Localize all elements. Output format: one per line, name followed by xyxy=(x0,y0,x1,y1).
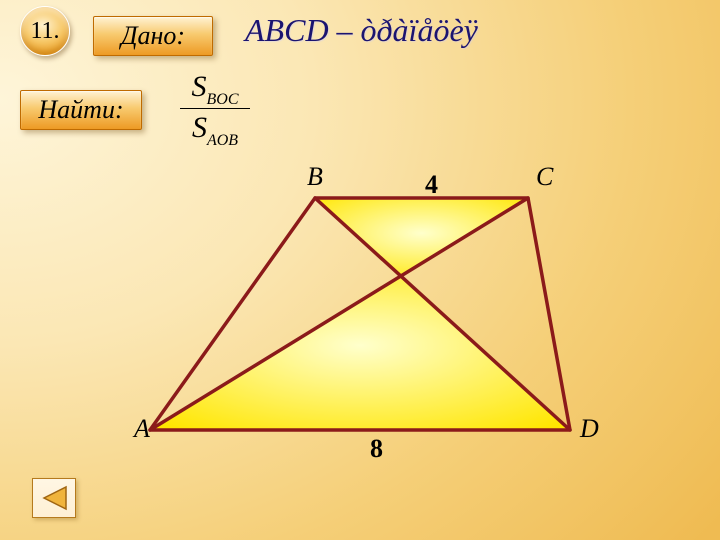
find-label-box: Найти: xyxy=(20,90,142,130)
given-label-text: Дано: xyxy=(121,21,185,51)
fraction-bar xyxy=(180,108,250,109)
find-label-text: Найти: xyxy=(38,95,123,125)
fraction-denominator: SAOB xyxy=(180,113,250,145)
trapezoid-diagram: ABCD48 xyxy=(140,180,610,485)
problem-number-badge: 11. xyxy=(20,6,70,56)
given-label-box: Дано: xyxy=(93,16,213,56)
find-fraction: SBOC SAOB xyxy=(180,72,250,145)
statement-figure: ABCD xyxy=(245,12,329,48)
vertex-label-D: D xyxy=(580,414,599,444)
numerator-letter: S xyxy=(192,70,207,103)
numerator-sub: BOC xyxy=(207,91,239,108)
back-arrow-icon xyxy=(40,485,68,511)
vertex-label-B: B xyxy=(307,162,323,192)
denominator-letter: S xyxy=(192,111,207,144)
vertex-label-A: A xyxy=(134,414,150,444)
problem-number-text: 11. xyxy=(30,18,59,45)
denominator-sub: AOB xyxy=(207,132,238,149)
edge-label-AD: 8 xyxy=(370,434,383,464)
fraction-numerator: SBOC xyxy=(180,72,250,104)
back-button[interactable] xyxy=(32,478,76,518)
edge-label-BC: 4 xyxy=(425,170,438,200)
statement-object: òðàïåöèÿ xyxy=(361,12,478,48)
given-statement: ABCD – òðàïåöèÿ xyxy=(245,12,478,49)
vertex-label-C: C xyxy=(536,162,553,192)
statement-dash: – xyxy=(329,12,361,48)
